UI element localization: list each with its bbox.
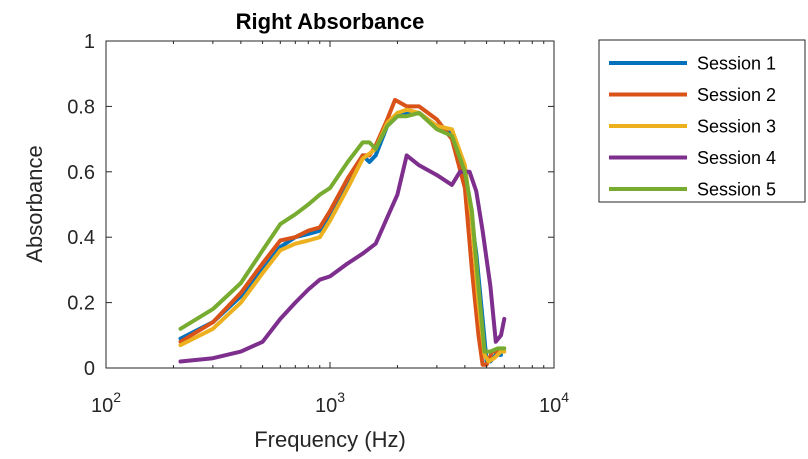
y-tick-label: 0.4 (67, 227, 95, 249)
y-tick-label: 0.8 (67, 96, 95, 118)
series-line-2 (178, 97, 500, 367)
legend-label-5: Session 5 (697, 180, 776, 200)
axes-box (105, 40, 555, 369)
y-axis-ticks: 0 0.2 0.4 0.6 0.8 1 (67, 31, 554, 380)
legend-label-1: Session 1 (697, 54, 776, 74)
x-axis-ticks: 102 103 104 (91, 41, 569, 417)
legend-label-2: Session 2 (697, 85, 776, 105)
y-tick-label: 0.2 (67, 293, 95, 315)
y-tick-label: 0 (84, 358, 95, 380)
legend-label-3: Session 3 (697, 117, 776, 137)
x-tick-label: 103 (315, 389, 345, 417)
legend-label-4: Session 4 (697, 148, 776, 168)
series-line-5 (178, 110, 507, 354)
x-tick-label: 104 (539, 389, 569, 417)
x-axis-label: Frequency (Hz) (254, 427, 406, 452)
y-tick-label: 1 (84, 31, 95, 53)
legend: Session 1 Session 2 Session 3 Session 4 Sess… (598, 39, 806, 203)
y-tick-label: 0.6 (67, 162, 95, 184)
legend-box (598, 39, 806, 203)
series-line-4 (178, 153, 507, 364)
y-axis-label: Absorbance (22, 145, 47, 262)
chart-title: Right Absorbance (236, 9, 425, 34)
x-tick-label: 102 (91, 389, 121, 417)
plot-area (178, 97, 507, 367)
